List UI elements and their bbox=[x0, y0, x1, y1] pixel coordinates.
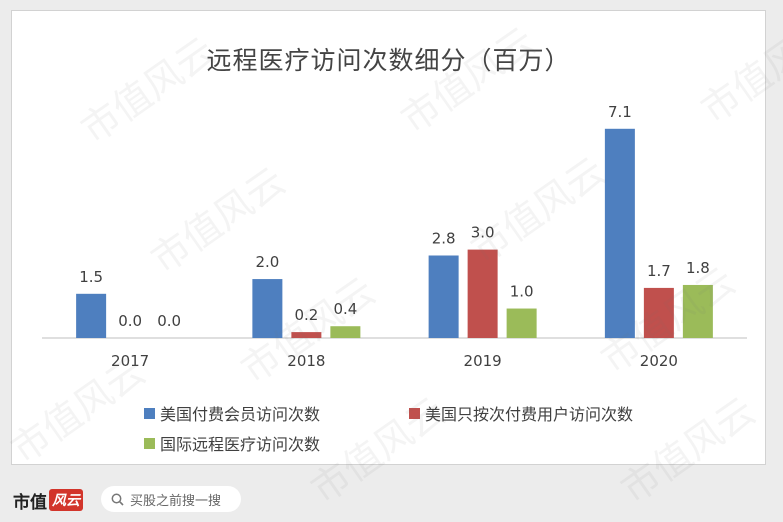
bar-chart: 1.5 0.0 0.0 2017 2.0 0.2 0.4 2018 2.8 3.0 1.0 2019 7… bbox=[42, 103, 747, 370]
data-label: 1.8 bbox=[686, 259, 710, 277]
search-box[interactable]: 买股之前搜一搜 bbox=[101, 486, 241, 512]
legend-label: 国际远程医疗访问次数 bbox=[160, 435, 321, 454]
search-icon bbox=[111, 493, 124, 506]
bar bbox=[467, 249, 498, 338]
brand-name: 市值 bbox=[13, 492, 47, 513]
data-label: 2.0 bbox=[255, 253, 279, 271]
legend-swatch bbox=[144, 407, 155, 419]
x-tick-label: 2019 bbox=[464, 352, 502, 370]
bar bbox=[330, 326, 361, 338]
bar bbox=[76, 293, 107, 338]
bar bbox=[428, 255, 459, 338]
data-label: 2.8 bbox=[432, 229, 456, 247]
data-label: 0.2 bbox=[294, 306, 318, 324]
data-label: 0.0 bbox=[118, 312, 142, 330]
bar bbox=[643, 287, 674, 338]
bar bbox=[604, 128, 635, 338]
search-placeholder: 买股之前搜一搜 bbox=[130, 493, 222, 509]
bar bbox=[506, 308, 537, 338]
data-label: 1.7 bbox=[647, 262, 671, 280]
legend-label: 美国只按次付费用户访问次数 bbox=[425, 405, 634, 424]
bar bbox=[252, 279, 283, 338]
data-label: 0.0 bbox=[157, 312, 181, 330]
chart-title: 远程医疗访问次数细分（百万） bbox=[206, 46, 571, 75]
x-tick-label: 2018 bbox=[287, 352, 325, 370]
data-label: 1.0 bbox=[510, 283, 534, 301]
chart-card: 远程医疗访问次数细分（百万） 1.5 0.0 0.0 2017 2.0 0.2 0.4 201… bbox=[11, 10, 766, 465]
x-tick-label: 2020 bbox=[640, 352, 678, 370]
legend-item: 美国只按次付费用户访问次数 bbox=[409, 401, 633, 425]
data-label: 1.5 bbox=[79, 268, 103, 286]
data-label: 7.1 bbox=[608, 103, 632, 121]
footer-bar: 市值 风云 买股之前搜一搜 bbox=[0, 478, 783, 522]
legend-swatch bbox=[409, 407, 420, 419]
legend-item: 美国付费会员访问次数 bbox=[144, 401, 320, 425]
data-label: 3.0 bbox=[471, 224, 495, 242]
bar bbox=[682, 284, 713, 338]
legend-label: 美国付费会员访问次数 bbox=[160, 405, 321, 424]
bar bbox=[291, 332, 322, 338]
brand-logo[interactable]: 市值 风云 bbox=[13, 486, 83, 514]
data-label: 0.4 bbox=[333, 300, 357, 318]
legend-item: 国际远程医疗访问次数 bbox=[144, 431, 320, 455]
brand-name-badge: 风云 bbox=[49, 489, 83, 511]
x-tick-label: 2017 bbox=[111, 352, 149, 370]
legend-swatch bbox=[144, 437, 155, 449]
